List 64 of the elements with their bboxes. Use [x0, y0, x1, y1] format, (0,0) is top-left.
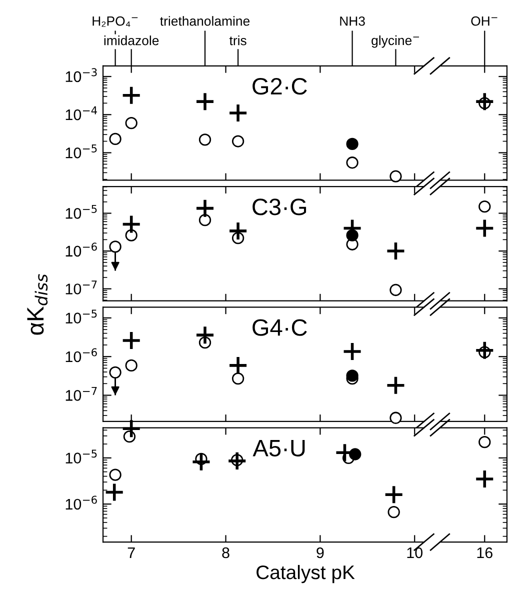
point — [390, 284, 402, 296]
point — [109, 132, 122, 146]
y-tick-label: 10$^{−7}$ — [66, 280, 97, 294]
point — [121, 418, 142, 439]
point — [198, 134, 212, 146]
point — [228, 356, 248, 376]
y-tick-label: 10$^{−5}$ — [66, 450, 97, 464]
point — [386, 375, 406, 396]
point — [121, 214, 142, 234]
point — [228, 103, 248, 123]
y-tick-label: 10$^{−3}$ — [66, 68, 97, 82]
y-tick-label: 10$^{−5}$ — [66, 310, 97, 324]
point — [125, 117, 138, 130]
x-tick-label: 10 — [407, 547, 423, 558]
point — [342, 342, 362, 362]
point — [346, 156, 358, 169]
point — [390, 412, 402, 424]
point — [232, 372, 244, 385]
point — [109, 240, 122, 253]
point — [125, 359, 138, 372]
x-tick-label: 7 — [128, 548, 135, 558]
y-tick-label: 10$^{−4}$ — [66, 106, 98, 120]
annotation: OH$^{−}$ — [471, 16, 498, 26]
point — [195, 198, 215, 218]
point — [121, 330, 142, 350]
y-tick-label: 10$^{−7}$ — [66, 387, 97, 401]
annotation: tris — [229, 36, 246, 46]
annotation: imidazole — [104, 36, 159, 46]
chart-title: C3·G — [252, 198, 306, 216]
point — [198, 214, 212, 226]
point — [390, 170, 402, 182]
x-tick-label: 16 — [477, 547, 492, 558]
y-tick-label: 10$^{−5}$ — [66, 144, 97, 158]
point — [125, 229, 138, 242]
point — [104, 482, 124, 502]
point — [346, 370, 358, 382]
y-axis-title: αK$_{diss}$ — [27, 274, 48, 335]
annotation: NH3 — [340, 16, 365, 26]
point — [228, 221, 248, 241]
chart-title: G4·C — [252, 319, 307, 336]
y-tick-label: 10$^{−6}$ — [66, 496, 97, 510]
point — [346, 138, 358, 150]
x-tick-label: 8 — [222, 547, 230, 558]
point — [195, 92, 215, 112]
x-axis-title: Catalyst pK — [256, 564, 355, 584]
annotation: H₂PO₄$^{−}$ — [92, 16, 138, 27]
y-tick-label: 10$^{−6}$ — [66, 348, 97, 362]
y-tick-label: 10$^{−5}$ — [66, 205, 97, 219]
point — [195, 325, 215, 345]
point — [109, 366, 122, 378]
point — [349, 448, 362, 460]
x-tick-label: 9 — [316, 547, 324, 558]
annotation: triethanolamine — [160, 16, 250, 26]
point — [227, 451, 247, 471]
point — [121, 85, 142, 106]
annotation: glycine$^{−}$ — [372, 35, 420, 48]
chart-title: G2·C — [252, 78, 307, 95]
point — [232, 135, 244, 148]
y-tick-label: 10$^{−6}$ — [66, 242, 97, 257]
point — [384, 484, 404, 505]
point — [109, 468, 122, 481]
chart-title: A5·U — [252, 440, 305, 457]
point — [386, 241, 406, 261]
point — [388, 506, 400, 518]
